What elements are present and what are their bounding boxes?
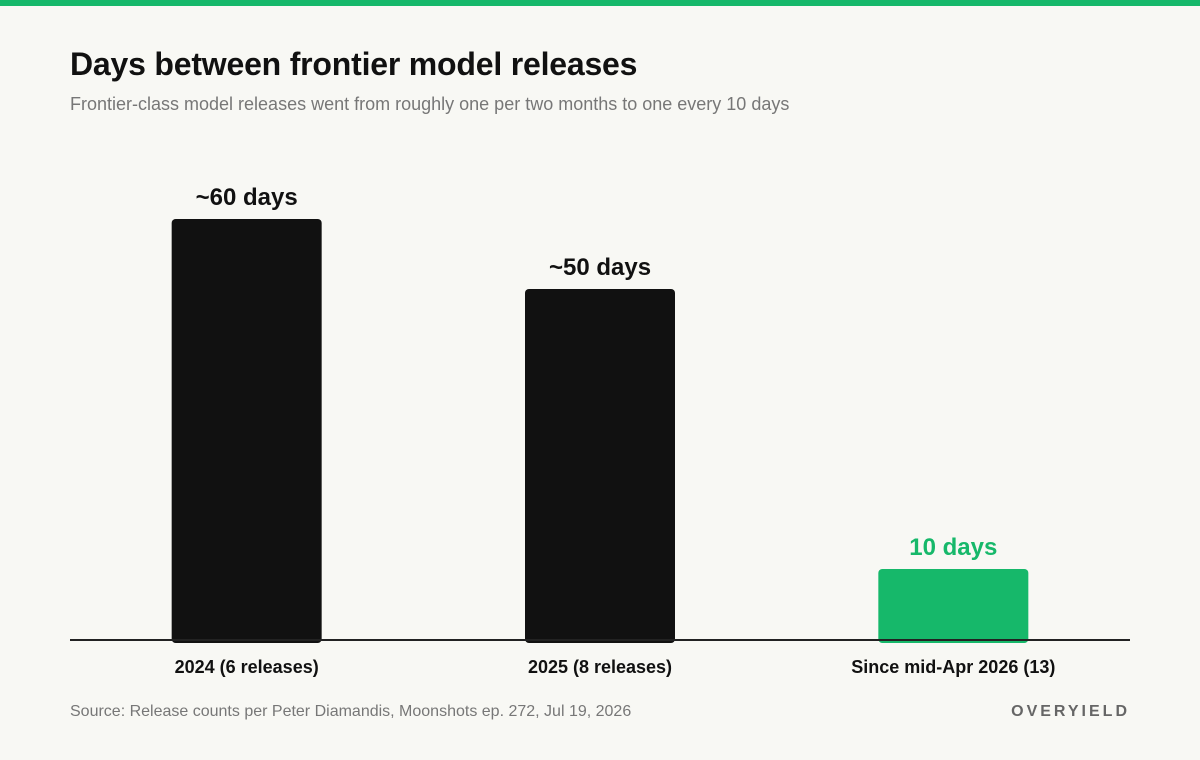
data-label: ~50 days <box>549 254 651 281</box>
source-note: Source: Release counts per Peter Diamand… <box>70 703 632 720</box>
x-tick-label: Since mid-Apr 2026 (13) <box>851 657 1055 677</box>
bar <box>525 289 675 643</box>
bar-chart: ~60 days 2024 (6 releases) ~50 days 2025 (8… <box>70 184 1130 677</box>
x-tick-label: 2024 (6 releases) <box>175 657 319 677</box>
data-label: 10 days <box>909 534 997 561</box>
chart-subtitle: Frontier-class model releases went from … <box>70 94 790 114</box>
bar <box>171 219 322 643</box>
x-tick-label: 2025 (8 releases) <box>528 657 672 677</box>
bar <box>878 569 1029 643</box>
top-accent-bar <box>0 0 1200 6</box>
brand-logo: OVERYIELD <box>1011 703 1130 720</box>
x-axis-line <box>70 639 1130 641</box>
data-label: ~60 days <box>196 184 298 211</box>
chart-title: Days between frontier model releases <box>70 46 638 82</box>
